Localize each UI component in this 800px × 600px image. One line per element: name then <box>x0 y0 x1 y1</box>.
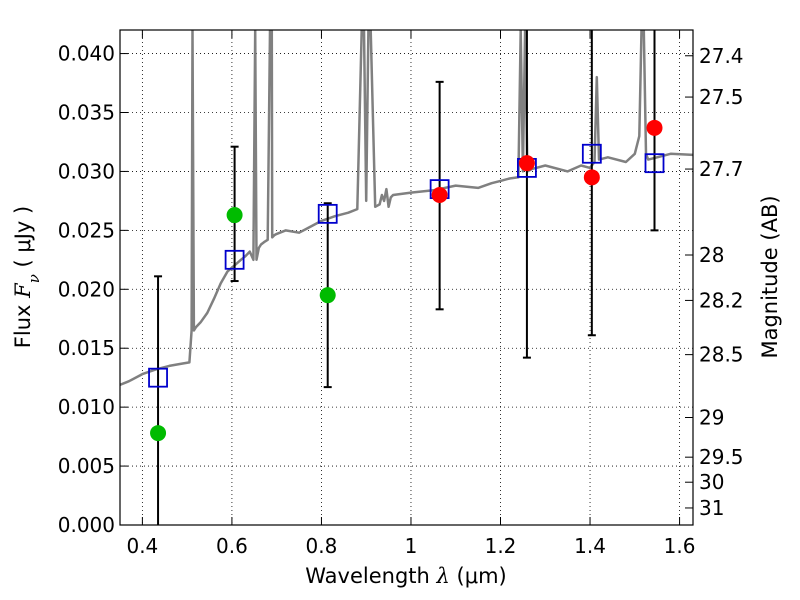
y-tick-label: 0.015 <box>58 336 115 360</box>
y2-tick-label: 28 <box>699 243 724 267</box>
observed-photometry-point <box>319 287 336 304</box>
x-tick-label: 1 <box>405 534 418 558</box>
observed-photometry-point <box>583 169 600 186</box>
observed-photometry-point <box>431 187 448 203</box>
x-tick-label: 0.4 <box>126 534 158 558</box>
y-tick-label: 0.000 <box>58 513 115 537</box>
y-tick-label: 0.030 <box>58 159 115 183</box>
y-axis-label: Flux Fν ( μJy ) <box>11 206 43 348</box>
y-tick-label: 0.020 <box>58 277 115 301</box>
x-axis-label: Wavelength λ (μm) <box>305 564 506 588</box>
y2-tick-label: 29 <box>699 406 724 430</box>
y-tick-label: 0.025 <box>58 218 115 242</box>
y2-tick-label: 28.5 <box>699 343 744 367</box>
model-photometry-square <box>224 249 245 270</box>
observed-photometry-point <box>226 207 243 224</box>
y-tick-label: 0.005 <box>58 454 115 478</box>
y2-tick-label: 27.5 <box>699 85 744 109</box>
observed-photometry-point <box>150 425 167 442</box>
y2-tick-label: 29.5 <box>699 445 744 469</box>
y2-tick-label: 30 <box>699 470 724 494</box>
y2-tick-label: 28.2 <box>699 288 744 312</box>
y-tick-label: 0.010 <box>58 395 115 419</box>
x-tick-label: 1.4 <box>574 534 606 558</box>
y2-tick-label: 31 <box>699 496 724 520</box>
y2-tick-label: 27.7 <box>699 157 744 181</box>
grid <box>120 30 693 526</box>
y-tick-label: 0.040 <box>58 42 115 66</box>
model-photometry-square <box>148 367 168 388</box>
overlay <box>148 30 665 525</box>
y2-tick-label: 27.4 <box>699 44 744 68</box>
plot-frame <box>119 29 694 526</box>
x-tick-label: 0.6 <box>216 534 248 558</box>
observed-photometry-point <box>646 119 663 136</box>
x-tick-label: 1.6 <box>664 534 696 558</box>
ticks: 0.4 0.6 0.8 1 1.2 1.4 1.6 0.000 0.005 0.010 0.015 0… <box>58 30 744 558</box>
y2-axis-label: Magnitude (AB) <box>758 195 782 358</box>
observed-photometry-point <box>518 155 535 172</box>
x-tick-label: 0.8 <box>306 534 338 558</box>
model-photometry-square <box>317 203 338 224</box>
model-photometry-square <box>581 143 602 164</box>
y-tick-label: 0.035 <box>58 101 115 125</box>
model-photometry-square <box>644 153 665 174</box>
x-tick-label: 1.2 <box>485 534 517 558</box>
